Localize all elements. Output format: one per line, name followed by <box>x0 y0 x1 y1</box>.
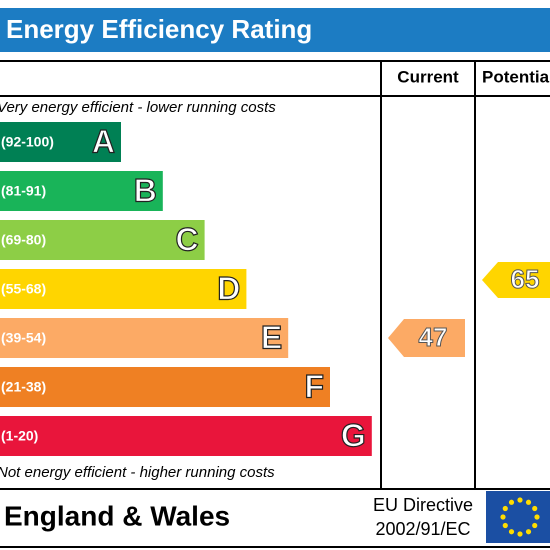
band-range: (39-54) <box>1 330 46 346</box>
band-letter: F <box>304 368 324 404</box>
potential-arrow <box>482 262 550 298</box>
band-bar <box>0 367 330 407</box>
eu-star <box>517 531 523 537</box>
band-range: (55-68) <box>1 281 46 297</box>
band-letter: B <box>134 172 157 208</box>
eu-star <box>517 497 523 503</box>
band-letter: G <box>341 417 366 453</box>
eu-star <box>500 514 506 520</box>
eu-star <box>525 499 532 505</box>
band-letter: C <box>175 221 198 257</box>
potential-rating: 65 <box>511 264 540 294</box>
eu-star <box>502 522 508 529</box>
col-header: Current <box>397 67 459 86</box>
bands: (92-100) A (81-91) B (69-80) C (55-68) D (39-54)… <box>0 122 372 456</box>
eu-star <box>508 499 515 505</box>
col-header: Potential <box>482 67 550 86</box>
title-bar <box>0 8 550 52</box>
eu-star <box>532 522 538 529</box>
eu-stars <box>500 497 540 537</box>
band-range: (1-20) <box>1 428 38 444</box>
region: England & Wales <box>4 500 230 531</box>
band-bar <box>0 318 289 358</box>
band-range: (81-91) <box>1 183 46 199</box>
eu-star <box>532 505 538 512</box>
bottom-note: Not energy efficient - higher running co… <box>0 464 275 481</box>
band-bar <box>0 122 121 162</box>
frame <box>0 60 550 548</box>
band-letter: E <box>261 319 282 355</box>
band-bar <box>0 416 372 456</box>
directive: EU Directive <box>373 495 473 515</box>
eu-star <box>534 514 540 520</box>
eu-star <box>502 505 508 512</box>
band-range: (69-80) <box>1 232 46 248</box>
band-range: (21-38) <box>1 379 46 395</box>
band-bar <box>0 269 247 309</box>
current-arrow <box>388 319 465 357</box>
band-letter: D <box>217 270 240 306</box>
top-note: Very energy efficient - lower running co… <box>0 99 276 116</box>
current-rating: 47 <box>419 322 448 352</box>
band-bar <box>0 220 205 260</box>
band-range: (92-100) <box>1 134 54 150</box>
eu-star <box>508 529 515 535</box>
title: Energy Efficiency Rating <box>6 14 312 44</box>
band-letter: A <box>92 123 115 159</box>
eu-star <box>525 529 532 535</box>
band-bar <box>0 171 163 211</box>
directive: 2002/91/EC <box>375 519 470 539</box>
